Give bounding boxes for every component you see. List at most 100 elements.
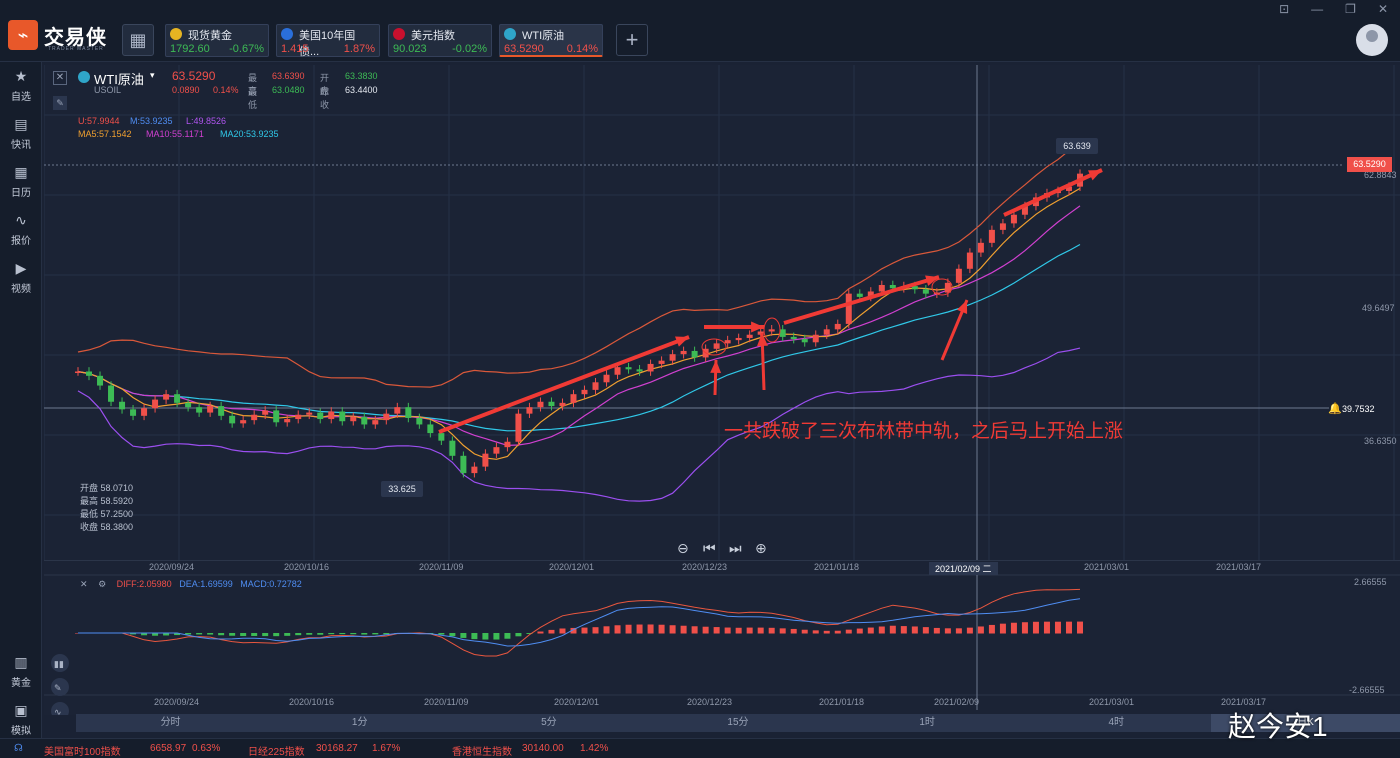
candle [658, 356, 665, 369]
x-axis-label: 2020/09/24 [149, 562, 195, 572]
minimize-icon[interactable]: — [1311, 2, 1324, 16]
app-logo[interactable]: ⌁ 交易侠 TRADER MASTER [8, 20, 107, 52]
candle [977, 238, 984, 257]
wallet-icon: ▣ [14, 702, 28, 718]
macd-bar [713, 627, 720, 634]
ticker-tab[interactable]: 现货黄金 1792.60 -0.67% [165, 24, 269, 57]
settings-icon[interactable]: ⚙ [98, 579, 107, 589]
ticker-tab[interactable]: 美元指数 90.023 -0.02% [388, 24, 492, 57]
candle [999, 219, 1006, 235]
sidebar-item-star[interactable]: ★ 自选 [0, 68, 42, 103]
pin-icon[interactable]: ⊡ [1279, 2, 1290, 16]
price-axis-label: 62.8843 [1364, 170, 1397, 180]
candle [383, 409, 390, 425]
candle [229, 411, 236, 428]
macd-bar [350, 633, 357, 635]
close-icon[interactable]: ✕ [1377, 2, 1388, 16]
timeframe-0[interactable]: 分时 [160, 717, 181, 728]
restore-icon[interactable]: ❐ [1345, 2, 1356, 16]
candle [493, 442, 500, 458]
sidebar-item-gold[interactable]: ▥ 黄金 [0, 654, 42, 689]
timeframe-bar: 分时 1分 5分 15分 1时 4时 日K [76, 714, 1400, 732]
ohlc-high: 最高 58.5920 [80, 496, 134, 506]
prev-icon[interactable]: ⏮ [703, 540, 716, 556]
candle [372, 415, 379, 429]
candle [581, 385, 588, 399]
boll-middle: M:53.9235 [130, 116, 173, 126]
dropdown-icon[interactable]: ▾ [150, 70, 155, 80]
candle [273, 406, 280, 427]
ticker-change: -0.67% [229, 43, 264, 55]
macd-bar [207, 633, 214, 635]
ticker-price: 1.415 [281, 43, 309, 55]
status-name[interactable]: 香港恒生指数 [452, 747, 512, 758]
user-avatar[interactable] [1356, 24, 1388, 56]
macd-bar [955, 628, 962, 634]
next-icon[interactable]: ⏭ [729, 540, 742, 556]
star-icon: ★ [14, 68, 28, 84]
timeframe-2[interactable]: 5分 [541, 717, 557, 728]
macd-bar [735, 627, 742, 634]
draw-icon[interactable]: ✎ [54, 683, 62, 693]
close-icon[interactable]: ✕ [80, 579, 88, 589]
ticker-tab[interactable]: 美国10年国债... 1.415 1.87% [276, 24, 380, 58]
indicator-icon[interactable]: ∿ [54, 707, 62, 715]
timeframe-6[interactable]: 日K [1210, 714, 1400, 732]
macd-bar [1043, 621, 1050, 634]
sidebar-item-calendar[interactable]: ▦ 日历 [0, 164, 42, 199]
price-chart[interactable]: 63.639 33.625 62.8843 49.6497 39.7532 36.6350… [44, 65, 1400, 715]
prev-close-label: 昨收 [320, 87, 330, 110]
timeframe-1[interactable]: 1分 [351, 717, 368, 728]
status-name[interactable]: 美国富时100指数 [44, 747, 121, 758]
macd-bar [1054, 621, 1061, 634]
zoom-in-icon[interactable]: ⊕ [755, 540, 767, 556]
headset-icon[interactable]: ☊ [14, 743, 23, 754]
tool-button[interactable] [51, 678, 69, 696]
ohlc-info: 开盘 58.0710 最高 58.5920 最低 57.2500 收盘 58.3… [80, 482, 133, 534]
timeframe-4[interactable]: 1时 [919, 717, 935, 728]
candle [592, 377, 599, 395]
x-axis-label: 2020/12/01 [549, 562, 595, 572]
ticker-price: 90.023 [393, 43, 427, 55]
macd-bar [218, 633, 225, 636]
candle [526, 402, 533, 418]
alert-bell-icon[interactable]: 🔔 [1328, 402, 1342, 415]
macd-bar [801, 629, 808, 634]
candle [779, 325, 786, 342]
status-name[interactable]: 日经225指数 [248, 747, 305, 758]
tool-button[interactable] [51, 654, 69, 672]
ticker-tab[interactable]: WTI原油 63.5290 0.14% [499, 24, 603, 57]
macd-bar [911, 626, 918, 634]
boll-upper: U:57.9944 [78, 116, 120, 126]
candle-type-icon[interactable]: ▮▮ [54, 659, 64, 669]
add-tab-button[interactable]: + [616, 24, 648, 56]
tool-button[interactable] [51, 702, 69, 715]
timeframe-3[interactable]: 15分 [727, 717, 749, 728]
chart-area[interactable] [44, 65, 1400, 715]
sidebar: ★ 自选 ▤ 快讯 ▦ 日历 ∿ 报价 ▶ 视频 ▥ 黄金 ▣ 模拟 [0, 62, 42, 738]
timeframe-5[interactable]: 4时 [1108, 717, 1125, 728]
symbol-name[interactable]: WTI原油 [94, 72, 144, 87]
macd-axis-bottom: -2.66555 [1349, 685, 1385, 695]
candle [339, 407, 346, 426]
sidebar-item-news[interactable]: ▤ 快讯 [0, 116, 42, 151]
layout-grid-button[interactable]: ▦ [122, 24, 154, 56]
price-axis-label: 39.7532 [1342, 404, 1375, 414]
zoom-out-icon[interactable]: ⊖ [677, 540, 689, 556]
candle [515, 409, 522, 447]
status-pct: 0.63% [192, 743, 221, 754]
candle [119, 397, 126, 414]
macd-bar [845, 629, 852, 634]
price-axis-label: 36.6350 [1364, 436, 1397, 446]
candle [845, 289, 852, 329]
macd-bar [944, 628, 951, 634]
annotation-text: 一共跌破了三次布林带中轨，之后马上开始上涨 [724, 421, 1124, 442]
draw-tool-icon[interactable]: ✎ [53, 96, 67, 110]
close-chart-icon[interactable]: ✕ [53, 71, 67, 85]
app-name: 交易侠 [44, 26, 107, 49]
sidebar-item-wallet[interactable]: ▣ 模拟 [0, 702, 42, 737]
macd-bar [482, 633, 489, 640]
candle [537, 397, 544, 412]
sidebar-item-quote[interactable]: ∿ 报价 [0, 212, 42, 247]
sidebar-item-video[interactable]: ▶ 视频 [0, 260, 42, 295]
